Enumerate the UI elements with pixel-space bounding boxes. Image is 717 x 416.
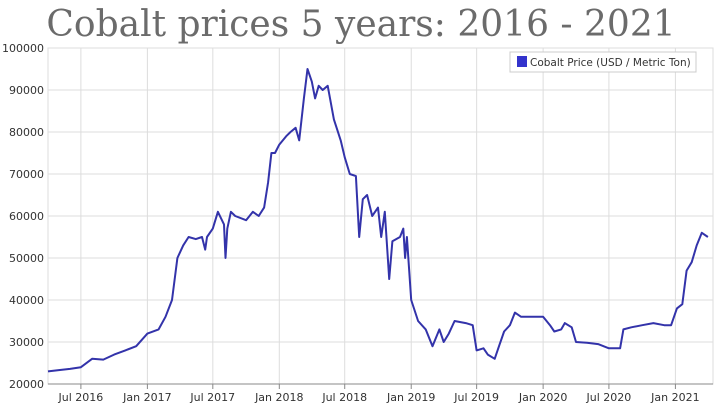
y-tick-label: 100000	[2, 42, 44, 55]
x-tick-label: Jan 2018	[254, 391, 303, 404]
y-tick-label: 40000	[9, 294, 44, 307]
x-tick-label: Jan 2019	[386, 391, 435, 404]
y-tick-label: 80000	[9, 126, 44, 139]
y-tick-label: 20000	[9, 378, 44, 391]
legend-box	[509, 51, 697, 73]
y-tick-label: 50000	[9, 252, 44, 265]
x-tick-label: Jul 2016	[58, 391, 104, 404]
x-tick-label: Jul 2018	[321, 391, 367, 404]
y-tick-label: 70000	[9, 168, 44, 181]
grid	[48, 47, 713, 385]
legend-label: Cobalt Price (USD / Metric Ton)	[530, 57, 691, 69]
legend-swatch	[517, 56, 527, 67]
series-layer	[47, 68, 709, 373]
x-tick-label: Jan 2020	[518, 391, 567, 404]
axes: 20000 30000 40000 50000 60000 70000 80000 90000…	[2, 42, 714, 404]
y-tick-label: 30000	[9, 336, 44, 349]
y-tick-label: 90000	[9, 84, 44, 97]
series-line	[47, 68, 709, 373]
x-tick-label: Jul 2020	[586, 391, 632, 404]
chart-title: Cobalt prices 5 years: 2016 - 2021	[46, 4, 675, 45]
legend: Cobalt Price (USD / Metric Ton)	[509, 51, 697, 73]
x-tick-label: Jul 2017	[189, 391, 235, 404]
x-tick-label: Jan 2021	[650, 391, 699, 404]
x-tick-label: Jan 2017	[122, 391, 171, 404]
x-tick-label: Jul 2019	[453, 391, 499, 404]
y-tick-label: 60000	[9, 210, 44, 223]
